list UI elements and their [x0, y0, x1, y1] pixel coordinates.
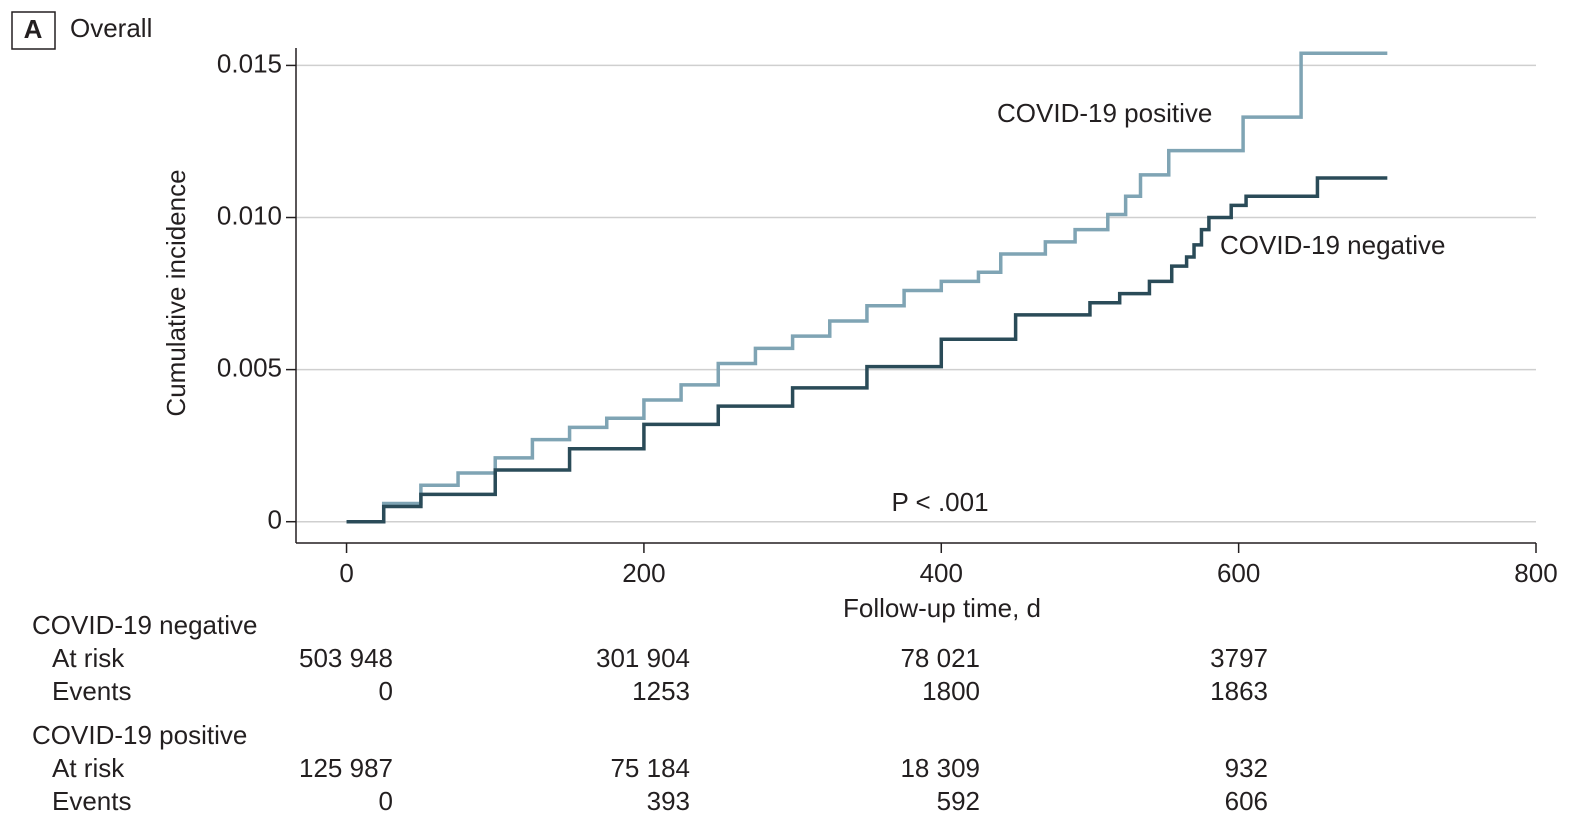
risk-row-label: At risk [52, 643, 125, 673]
chart-title: Overall [70, 13, 152, 43]
step-line [346, 176, 1388, 524]
risk-value: 78 021 [900, 643, 980, 673]
risk-value: 606 [1225, 786, 1268, 816]
risk-value: 75 184 [610, 753, 690, 783]
risk-value: 1253 [632, 676, 690, 706]
risk-row-label: Events [52, 676, 132, 706]
x-tick-label: 200 [622, 558, 665, 588]
risk-value: 0 [379, 786, 393, 816]
x-tick-label: 400 [920, 558, 963, 588]
y-axis-label: Cumulative incidence [161, 169, 191, 416]
x-tick-label: 600 [1217, 558, 1260, 588]
risk-value: 393 [647, 786, 690, 816]
y-tick-label: 0.005 [217, 352, 282, 382]
step-line [346, 51, 1388, 524]
risk-row-label: At risk [52, 753, 125, 783]
risk-value: 592 [937, 786, 980, 816]
risk-value: 0 [379, 676, 393, 706]
risk-group: COVID-19 negative [32, 610, 257, 640]
panel-label: A [24, 14, 43, 44]
risk-value: 503 948 [299, 643, 393, 673]
risk-value: 301 904 [596, 643, 690, 673]
x-tick-label: 800 [1514, 558, 1557, 588]
series-label: COVID-19 negative [1220, 230, 1445, 260]
panel-box [11, 11, 56, 50]
y-tick-label: 0.010 [217, 200, 282, 230]
annotation: P < .001 [891, 487, 988, 517]
x-axis-label: Follow-up time, d [843, 593, 1041, 623]
risk-value: 18 309 [900, 753, 980, 783]
risk-value: 3797 [1210, 643, 1268, 673]
risk-value: 932 [1225, 753, 1268, 783]
x-tick-label: 0 [339, 558, 353, 588]
series-label: COVID-19 positive [997, 98, 1212, 128]
y-tick-label: 0.015 [217, 48, 282, 78]
risk-group: COVID-19 positive [32, 720, 247, 750]
risk-row-label: Events [52, 786, 132, 816]
risk-value: 1800 [922, 676, 980, 706]
y-tick-label: 0 [268, 505, 282, 535]
risk-value: 1863 [1210, 676, 1268, 706]
risk-value: 125 987 [299, 753, 393, 783]
